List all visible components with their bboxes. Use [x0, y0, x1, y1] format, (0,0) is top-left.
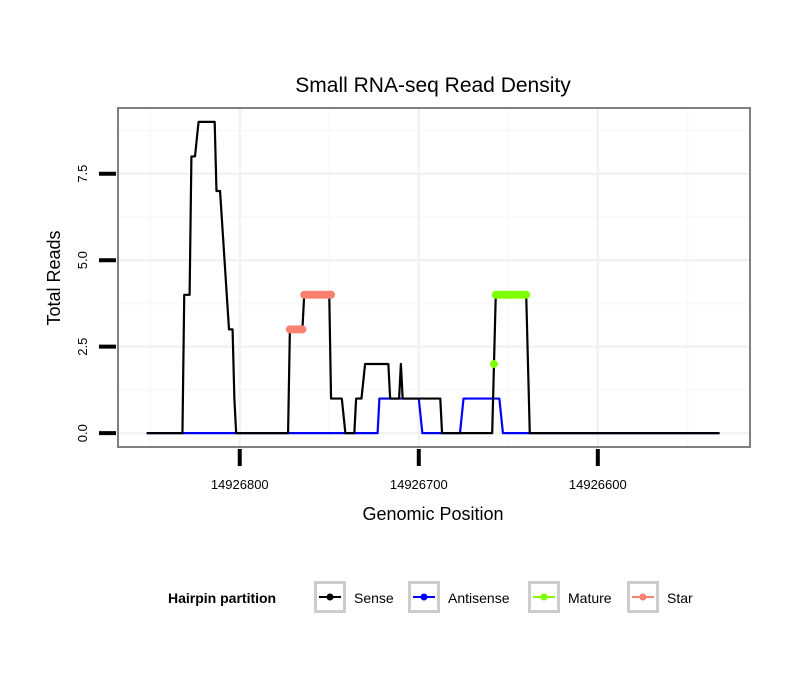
legend-key-point — [420, 593, 428, 601]
legend-key-point — [540, 593, 548, 601]
y-axis-title: Total Reads — [44, 230, 64, 325]
y-tick-label: 5.0 — [75, 251, 90, 269]
legend-item-star: Star — [627, 581, 693, 613]
x-tick-label: 14926700 — [390, 477, 448, 492]
panel-border — [117, 107, 751, 448]
legend-label: Mature — [568, 590, 612, 606]
data-point-star — [327, 290, 336, 299]
legend-item-sense: Sense — [314, 581, 394, 613]
y-tick-label: 0.0 — [75, 424, 90, 442]
x-tick-label: 14926600 — [569, 477, 627, 492]
series-layer — [146, 120, 720, 435]
data-point-mature — [522, 290, 531, 299]
legend-key-point — [326, 593, 334, 601]
y-axis: 0.0 2.5 5.0 7.5 — [75, 165, 116, 442]
series-line-sense — [146, 120, 720, 435]
chart-title: Small RNA-seq Read Density — [295, 74, 571, 97]
y-tick-label: 7.5 — [75, 165, 90, 183]
plot-panel — [117, 107, 751, 448]
legend-key-point — [639, 593, 647, 601]
legend-title: Hairpin partition — [168, 590, 276, 606]
legend-item-antisense: Antisense — [408, 581, 510, 613]
panel-background — [118, 108, 750, 447]
legend-label: Antisense — [448, 590, 510, 606]
grid-minor — [118, 108, 750, 447]
x-axis: 14926800 14926700 14926600 — [211, 449, 627, 492]
legend-entries: Sense Antisense Mature Star — [314, 581, 693, 613]
data-point-star — [298, 325, 307, 334]
x-axis-title: Genomic Position — [362, 504, 503, 524]
y-tick-label: 2.5 — [75, 338, 90, 356]
data-point-mature — [489, 359, 498, 368]
legend-label: Sense — [354, 590, 394, 606]
legend-label: Star — [667, 590, 693, 606]
x-tick-label: 14926800 — [211, 477, 269, 492]
legend-item-mature: Mature — [528, 581, 612, 613]
legend: Hairpin partition Sense Antisense Mature St… — [168, 581, 693, 613]
